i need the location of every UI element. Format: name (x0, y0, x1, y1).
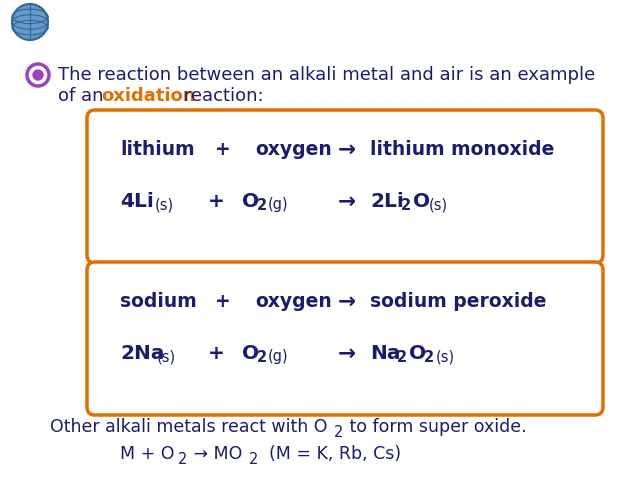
Text: 2: 2 (178, 452, 188, 467)
Text: 2: 2 (257, 350, 267, 365)
Text: (s): (s) (157, 349, 176, 364)
Circle shape (12, 4, 48, 40)
Text: (g): (g) (268, 349, 288, 364)
Circle shape (33, 70, 43, 80)
Text: 2Li: 2Li (370, 192, 404, 211)
FancyBboxPatch shape (87, 262, 603, 415)
Text: +: + (215, 292, 231, 311)
Text: →: → (338, 292, 356, 312)
Text: 4Li: 4Li (120, 192, 154, 211)
Text: 2: 2 (334, 425, 343, 440)
Text: → MO: → MO (188, 445, 242, 463)
Text: of an: of an (58, 87, 109, 105)
Text: +: + (215, 140, 231, 159)
Text: lithium monoxide: lithium monoxide (370, 140, 554, 159)
Text: to form super oxide.: to form super oxide. (344, 418, 526, 436)
Text: (g): (g) (268, 197, 288, 212)
Text: 2: 2 (249, 452, 258, 467)
Text: 2Na: 2Na (120, 344, 165, 363)
Text: +: + (208, 344, 225, 363)
Text: →: → (338, 192, 356, 212)
Text: (s): (s) (436, 349, 455, 364)
Text: 2: 2 (401, 198, 411, 213)
Text: sodium peroxide: sodium peroxide (370, 292, 547, 311)
Text: 2: 2 (424, 350, 434, 365)
Text: O: O (413, 192, 430, 211)
Text: reaction:: reaction: (178, 87, 263, 105)
Text: →: → (338, 140, 356, 160)
Text: 2: 2 (397, 350, 407, 365)
Text: (M = K, Rb, Cs): (M = K, Rb, Cs) (258, 445, 401, 463)
Text: +: + (208, 192, 225, 211)
Text: lithium: lithium (120, 140, 195, 159)
Text: 2: 2 (257, 198, 267, 213)
Text: Na: Na (370, 344, 401, 363)
Text: (s): (s) (155, 197, 174, 212)
Text: →: → (338, 344, 356, 364)
Text: sodium: sodium (120, 292, 197, 311)
Text: O: O (409, 344, 426, 363)
Text: Other alkali metals react with O: Other alkali metals react with O (50, 418, 327, 436)
Text: (s): (s) (429, 197, 448, 212)
Text: M + O: M + O (120, 445, 175, 463)
Text: O: O (242, 344, 259, 363)
FancyBboxPatch shape (87, 110, 603, 263)
Text: oxygen: oxygen (255, 140, 332, 159)
Text: oxygen: oxygen (255, 292, 332, 311)
Text: O: O (242, 192, 259, 211)
Text: oxidation: oxidation (101, 87, 195, 105)
Text: The reaction between an alkali metal and air is an example: The reaction between an alkali metal and… (58, 66, 595, 84)
